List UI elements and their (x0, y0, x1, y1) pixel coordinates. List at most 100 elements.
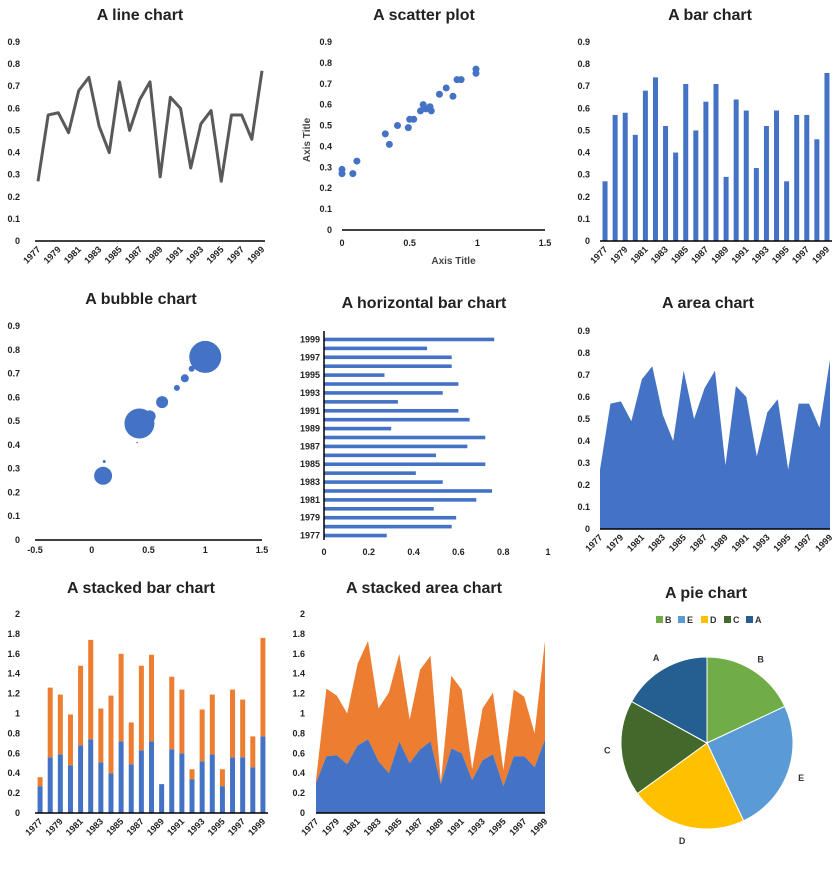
scatter-point (404, 124, 412, 132)
y-tick-label: 0.6 (7, 748, 20, 758)
area-series-1 (316, 739, 545, 813)
y-tick-label: 0 (327, 225, 332, 235)
y-tick-label: 0.8 (577, 59, 590, 69)
y-tick-label: 0.4 (319, 141, 332, 151)
y-tick-label: 0.6 (7, 103, 20, 113)
x-tick-label: 1995 (487, 816, 508, 837)
x-tick-label: 1981 (62, 244, 83, 265)
horizontal-bar-chart: A horizontal bar chart 1977 1979 1981 1983 19… (300, 295, 551, 557)
x-tick-label: 1995 (771, 532, 792, 553)
x-tick-label: 1979 (42, 244, 63, 265)
x-tick-label: 1993 (750, 532, 771, 553)
bar (632, 134, 638, 241)
x-tick-label: 1999 (528, 816, 549, 837)
bar (324, 515, 457, 520)
bubble (136, 441, 138, 444)
y-tick-label: 0.4 (577, 436, 590, 446)
scatter-point (449, 92, 457, 100)
x-tick-label: 1993 (185, 816, 206, 837)
scatter-chart: A scatter plot 0 0.1 0.2 0.3 0.4 0.5 0.6 0.7 0.8 0… (302, 7, 551, 267)
bar (324, 507, 434, 511)
bar (324, 426, 392, 431)
x-tick-label: 1977 (23, 816, 44, 837)
y-tick-label: 1.2 (7, 689, 20, 699)
bar (324, 453, 436, 458)
y-tick-label: 0.3 (7, 464, 20, 474)
chart-title: A bar chart (668, 7, 753, 24)
bar (733, 99, 739, 241)
y-tick-label: 0.3 (7, 170, 20, 180)
y-tick-label: 2 (15, 609, 20, 619)
y-tick-label: 1993 (300, 388, 320, 398)
bar-series-2 (240, 699, 246, 758)
x-tick-label: 0.2 (363, 547, 376, 557)
x-tick-label: 1983 (82, 244, 103, 265)
y-tick-label: 0 (585, 236, 590, 246)
x-tick-label: 0.5 (142, 545, 155, 555)
y-tick-label: 0.6 (292, 748, 305, 758)
x-tick-label: 1991 (445, 816, 466, 837)
bar-series-2 (108, 695, 114, 774)
bar-series-2 (179, 689, 185, 754)
x-tick-label: 1985 (382, 816, 403, 837)
pie-slice (630, 656, 708, 744)
y-tick-label: 0.6 (7, 392, 20, 402)
legend-swatch (701, 616, 708, 623)
bar (324, 524, 452, 529)
scatter-point (427, 107, 435, 115)
scatter-point (410, 115, 418, 123)
x-tick-label: 1983 (362, 816, 383, 837)
bar-series-1 (199, 761, 205, 813)
bar-series-1 (240, 757, 246, 813)
bar-series-2 (47, 687, 53, 758)
bar-series-2 (260, 637, 266, 737)
x-tick-label: 1987 (403, 816, 424, 837)
x-tick-label: 1993 (184, 244, 205, 265)
bar (324, 498, 477, 502)
x-tick-label: 1977 (21, 244, 42, 265)
bar-series-1 (230, 757, 236, 813)
bar-series-1 (98, 762, 104, 813)
y-tick-label: 1977 (300, 531, 320, 541)
bar-chart: A bar chart 0 0.1 0.2 0.3 0.4 0.5 0.6 0.7 0.8 0.9 1… (577, 7, 832, 266)
y-tick-label: 0.2 (292, 788, 305, 798)
bar-series-1 (159, 784, 165, 813)
x-tick-label: 1.5 (539, 238, 552, 248)
pie-slice-label: D (679, 836, 686, 846)
bar-series-2 (149, 654, 154, 742)
y-tick-label: 0.7 (7, 81, 20, 91)
bar-series-2 (169, 676, 175, 750)
bar (804, 114, 810, 241)
bar (763, 126, 769, 241)
bar-series-2 (88, 639, 94, 740)
x-tick-label: 1979 (604, 532, 625, 553)
bar-series-2 (78, 665, 84, 746)
x-tick-label: 1995 (770, 244, 791, 265)
y-tick-label: 0.2 (577, 192, 590, 202)
y-tick-label: 0.8 (577, 348, 590, 358)
x-tick-label: 1989 (709, 532, 730, 553)
bar (324, 435, 486, 440)
bar (703, 101, 709, 241)
bar (324, 373, 385, 377)
bar (814, 139, 820, 241)
y-tick-label: 2 (300, 609, 305, 619)
x-tick-label: 1991 (165, 816, 186, 837)
bar (324, 471, 416, 475)
x-tick-label: 1991 (164, 244, 185, 265)
x-tick-label: 1989 (143, 244, 164, 265)
bubble (173, 384, 180, 391)
bar (774, 110, 780, 242)
x-tick-label: 1983 (649, 244, 670, 265)
bar (794, 114, 800, 241)
area-chart: A area chart 0 0.1 0.2 0.3 0.4 0.5 0.6 0.7 0.8 0.9… (577, 295, 834, 554)
bar-series-2 (128, 722, 134, 765)
y-tick-label: 0.4 (7, 768, 20, 778)
chart-title: A area chart (662, 295, 755, 312)
y-tick-label: 0.9 (577, 326, 590, 336)
bar (824, 72, 830, 241)
y-tick-label: 0.9 (7, 37, 20, 47)
y-tick-label: 0.6 (319, 100, 332, 110)
bar (723, 176, 729, 241)
